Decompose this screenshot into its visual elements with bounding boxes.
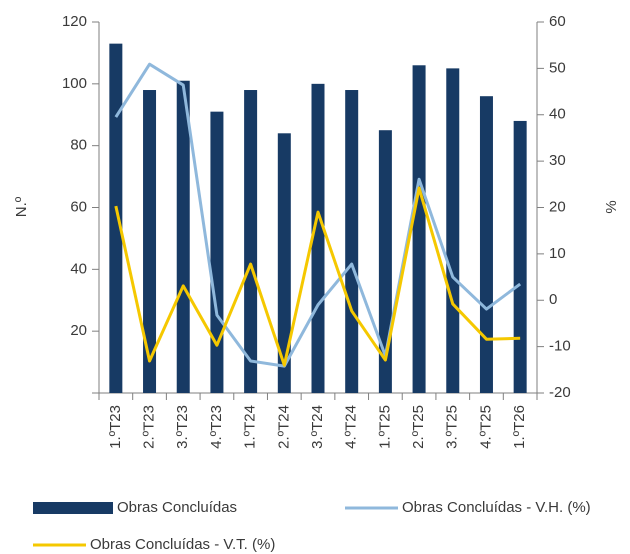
- bar: [210, 111, 224, 394]
- y2-tick-label: -20: [549, 384, 571, 401]
- y2-tick-label: 50: [549, 59, 566, 76]
- y2-axis-label: %: [603, 200, 620, 213]
- bar: [143, 90, 157, 394]
- y2-tick-label: 20: [549, 198, 566, 215]
- y2-tick-label: 10: [549, 245, 566, 262]
- line: [114, 62, 522, 368]
- y2-tick-label: -10: [549, 338, 571, 355]
- y2-tick-label: 0: [549, 291, 557, 308]
- x-tick-label: 3.ºT23: [174, 405, 191, 449]
- y-tick-label: 60: [70, 198, 87, 215]
- bar: [513, 120, 527, 393]
- bar: [244, 90, 258, 394]
- legend-label: Obras Concluídas - V.H. (%): [402, 499, 591, 516]
- legend-label: Obras Concluídas: [117, 499, 237, 516]
- bar: [345, 90, 359, 394]
- line: [114, 186, 521, 367]
- bar: [109, 43, 123, 394]
- x-tick-label: 1.ºT25: [376, 405, 393, 449]
- y-tick-label: 80: [70, 137, 87, 154]
- x-tick-label: 4.ºT23: [208, 405, 225, 449]
- bar: [176, 80, 190, 393]
- y-tick-label: 20: [70, 322, 87, 339]
- y-tick-label: 100: [62, 75, 87, 92]
- x-tick-label: 3.ºT25: [444, 405, 461, 449]
- y2-tick-label: 40: [549, 106, 566, 123]
- legend-swatch: [33, 502, 113, 514]
- y-tick-label: 40: [70, 260, 87, 277]
- x-tick-label: 2.ºT23: [141, 405, 158, 449]
- x-tick-label: 2.ºT25: [410, 405, 427, 449]
- bar: [277, 133, 291, 394]
- x-tick-label: 1.ºT23: [107, 405, 124, 449]
- bar: [479, 96, 493, 393]
- x-tick-label: 1.ºT26: [511, 405, 528, 449]
- y-axis-label: N.º: [13, 196, 30, 217]
- x-tick-label: 4.ºT25: [477, 405, 494, 449]
- y2-tick-label: 60: [549, 13, 566, 30]
- bar: [412, 65, 426, 394]
- bar: [378, 130, 392, 394]
- y-tick-label: 120: [62, 13, 87, 30]
- x-tick-label: 1.ºT24: [242, 405, 259, 449]
- x-tick-label: 4.ºT24: [343, 405, 360, 449]
- legend-label: Obras Concluídas - V.T. (%): [90, 536, 275, 553]
- x-tick-label: 2.ºT24: [275, 405, 292, 449]
- y2-tick-label: 30: [549, 152, 566, 169]
- bar: [446, 68, 460, 393]
- x-tick-label: 3.ºT24: [309, 405, 326, 449]
- bar: [311, 83, 325, 393]
